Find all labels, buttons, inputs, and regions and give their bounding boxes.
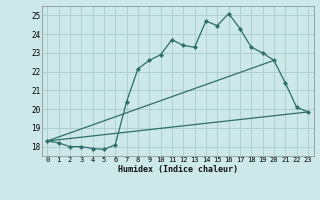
- X-axis label: Humidex (Indice chaleur): Humidex (Indice chaleur): [118, 165, 237, 174]
